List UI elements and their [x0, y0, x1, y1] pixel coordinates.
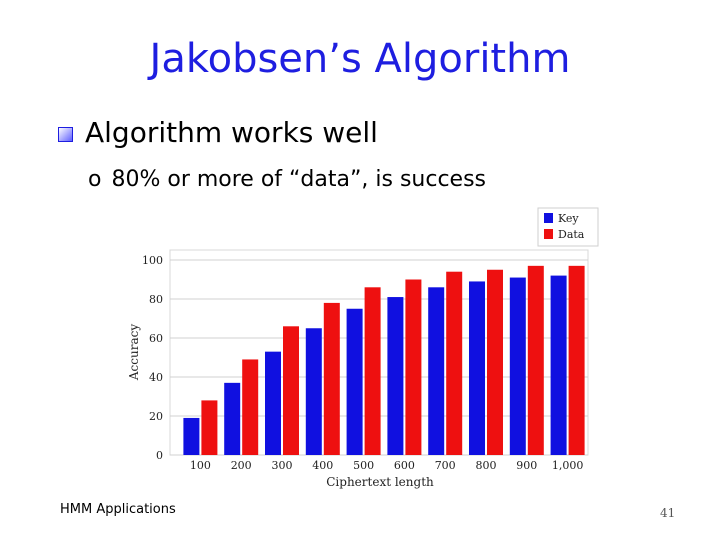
bar-data-100: [201, 400, 218, 455]
slide-title: Jakobsen’s Algorithm: [149, 36, 571, 82]
y-tick-label: 40: [149, 371, 163, 384]
x-tick-label: 500: [353, 459, 374, 472]
bar-key-700: [428, 287, 445, 455]
y-tick-label: 60: [149, 332, 163, 345]
x-tick-label: 1,000: [552, 459, 584, 472]
y-tick-label: 80: [149, 293, 163, 306]
bar-data-700: [446, 271, 463, 455]
x-tick-label: 800: [476, 459, 497, 472]
x-tick-label: 700: [435, 459, 456, 472]
bullet-sub: o 80% or more of “data”, is success: [88, 167, 486, 192]
legend-label-data: Data: [558, 228, 585, 241]
bullet-main-text: Algorithm works well: [85, 116, 378, 149]
chart-legend: Key Data: [537, 207, 599, 247]
x-axis-label: Ciphertext length: [326, 475, 434, 489]
page-number: 41: [660, 506, 676, 520]
bar-data-600: [405, 279, 422, 455]
bar-data-900: [527, 265, 544, 455]
chart-bars: [183, 265, 585, 455]
chart-x-ticks: 100 200 300 400 500 600 700 800 900 1,000: [190, 459, 583, 472]
y-tick-label: 0: [156, 449, 163, 462]
x-tick-label: 600: [394, 459, 415, 472]
bullet-sub-marker: o: [88, 167, 102, 192]
bar-data-500: [364, 287, 381, 455]
bar-data-1000: [568, 265, 585, 455]
x-tick-label: 200: [231, 459, 252, 472]
bar-key-600: [387, 297, 404, 455]
bar-key-800: [469, 281, 485, 455]
y-axis-label: Accuracy: [127, 324, 141, 381]
bar-key-400: [305, 328, 322, 455]
bar-key-900: [509, 277, 526, 455]
x-tick-label: 900: [516, 459, 537, 472]
x-tick-label: 100: [190, 459, 211, 472]
chart-y-ticks: 0 20 40 60 80 100: [142, 254, 163, 462]
legend-swatch-key: [544, 213, 553, 223]
checkbox-bullet-icon: [58, 126, 73, 142]
bar-data-300: [283, 326, 299, 455]
bar-data-800: [487, 269, 503, 455]
legend-label-key: Key: [558, 212, 579, 225]
bar-data-400: [323, 302, 340, 455]
x-tick-label: 400: [312, 459, 333, 472]
bullet-main: Algorithm works well: [58, 116, 378, 149]
y-tick-label: 100: [142, 254, 163, 267]
bar-key-200: [224, 382, 241, 455]
footer-text: HMM Applications: [60, 502, 176, 517]
bar-key-100: [183, 417, 200, 455]
bar-key-300: [265, 351, 281, 455]
bar-key-500: [346, 308, 363, 455]
bullet-sub-text: 80% or more of “data”, is success: [111, 167, 486, 192]
bar-key-1000: [550, 275, 567, 455]
legend-swatch-data: [544, 229, 553, 239]
y-tick-label: 20: [149, 410, 163, 423]
bar-data-200: [242, 359, 259, 455]
x-tick-label: 300: [272, 459, 293, 472]
